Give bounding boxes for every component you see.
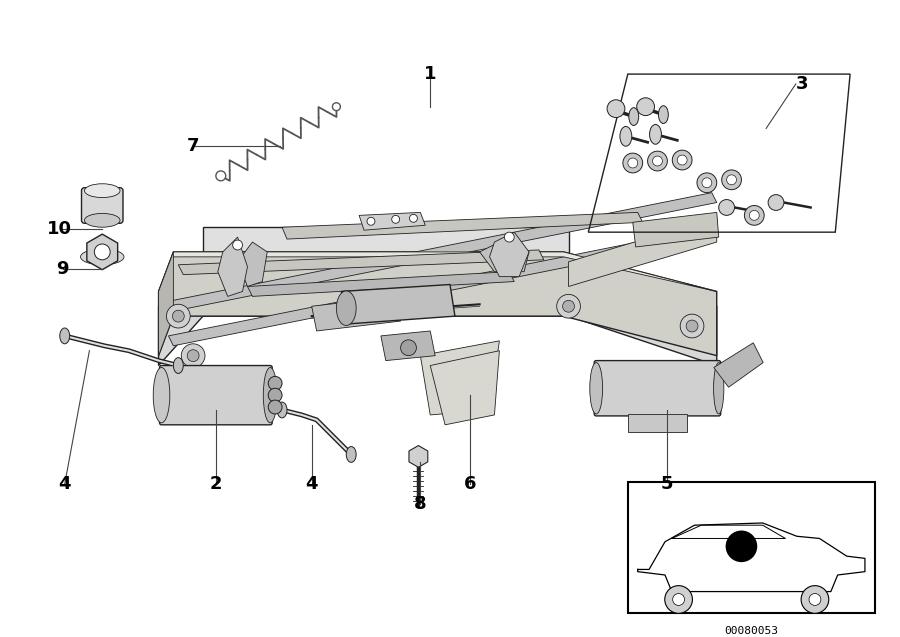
Ellipse shape	[85, 183, 120, 197]
Polygon shape	[168, 227, 716, 346]
Circle shape	[636, 98, 654, 115]
Circle shape	[166, 304, 190, 328]
Circle shape	[557, 294, 580, 318]
Circle shape	[268, 400, 282, 414]
Circle shape	[686, 320, 698, 332]
Text: 7: 7	[187, 137, 200, 155]
Polygon shape	[359, 212, 426, 230]
Circle shape	[94, 244, 110, 260]
Ellipse shape	[277, 402, 287, 418]
Circle shape	[332, 103, 340, 111]
Polygon shape	[409, 445, 428, 468]
Ellipse shape	[620, 127, 632, 147]
Circle shape	[697, 173, 716, 192]
Text: 2: 2	[210, 475, 222, 493]
Ellipse shape	[153, 368, 170, 423]
Polygon shape	[248, 271, 514, 296]
Circle shape	[392, 215, 400, 224]
Ellipse shape	[264, 368, 277, 423]
Polygon shape	[203, 227, 569, 262]
Polygon shape	[168, 192, 716, 311]
FancyBboxPatch shape	[594, 361, 721, 416]
Circle shape	[725, 531, 757, 562]
Circle shape	[410, 215, 418, 222]
Circle shape	[367, 217, 375, 225]
Polygon shape	[178, 250, 544, 275]
Circle shape	[809, 594, 821, 605]
Polygon shape	[311, 296, 400, 331]
Polygon shape	[381, 331, 436, 361]
Circle shape	[562, 300, 574, 312]
FancyBboxPatch shape	[159, 366, 272, 425]
Circle shape	[726, 175, 736, 185]
Text: 4: 4	[305, 475, 318, 493]
Circle shape	[233, 240, 242, 250]
FancyBboxPatch shape	[82, 188, 123, 224]
Text: 5: 5	[662, 475, 673, 493]
Polygon shape	[480, 237, 529, 271]
Text: 1: 1	[424, 65, 436, 83]
Polygon shape	[341, 285, 454, 324]
Circle shape	[187, 350, 199, 362]
Polygon shape	[158, 262, 716, 366]
Polygon shape	[490, 232, 529, 276]
Circle shape	[628, 158, 638, 168]
Polygon shape	[628, 414, 687, 432]
Text: 10: 10	[48, 220, 72, 238]
Polygon shape	[633, 212, 719, 247]
Polygon shape	[714, 343, 763, 387]
Ellipse shape	[650, 124, 662, 144]
Circle shape	[268, 376, 282, 390]
Circle shape	[672, 150, 692, 170]
Circle shape	[648, 151, 667, 171]
Polygon shape	[282, 212, 643, 239]
Polygon shape	[569, 217, 716, 287]
Polygon shape	[420, 341, 500, 415]
Circle shape	[181, 344, 205, 368]
Ellipse shape	[590, 362, 603, 414]
Ellipse shape	[346, 447, 356, 462]
Polygon shape	[158, 252, 716, 355]
Circle shape	[608, 100, 625, 118]
Ellipse shape	[714, 362, 724, 414]
Circle shape	[702, 178, 712, 188]
Ellipse shape	[659, 106, 669, 124]
Polygon shape	[158, 252, 174, 355]
Ellipse shape	[337, 291, 356, 326]
Ellipse shape	[85, 213, 120, 227]
Ellipse shape	[59, 328, 69, 344]
Circle shape	[400, 340, 417, 355]
Circle shape	[504, 232, 514, 242]
Polygon shape	[158, 252, 716, 292]
Ellipse shape	[174, 357, 184, 373]
Polygon shape	[238, 242, 267, 287]
Circle shape	[680, 314, 704, 338]
Text: 9: 9	[57, 260, 69, 278]
Circle shape	[719, 199, 734, 215]
Circle shape	[672, 594, 685, 605]
Text: 6: 6	[464, 475, 476, 493]
Ellipse shape	[80, 249, 124, 265]
Circle shape	[665, 585, 692, 613]
Circle shape	[173, 310, 184, 322]
Text: 8: 8	[414, 495, 427, 513]
Circle shape	[722, 170, 742, 190]
Circle shape	[801, 585, 829, 613]
Polygon shape	[430, 351, 500, 425]
Text: 3: 3	[796, 75, 808, 93]
Circle shape	[652, 156, 662, 166]
Circle shape	[268, 389, 282, 402]
Polygon shape	[86, 234, 118, 269]
Circle shape	[750, 210, 760, 220]
Bar	[628, 482, 875, 613]
Text: 00080053: 00080053	[724, 626, 778, 636]
Circle shape	[623, 153, 643, 173]
Polygon shape	[218, 237, 248, 296]
Circle shape	[768, 195, 784, 210]
Circle shape	[216, 171, 226, 181]
Circle shape	[744, 206, 764, 225]
Circle shape	[677, 155, 687, 165]
Ellipse shape	[629, 108, 639, 125]
Text: 4: 4	[58, 475, 71, 493]
